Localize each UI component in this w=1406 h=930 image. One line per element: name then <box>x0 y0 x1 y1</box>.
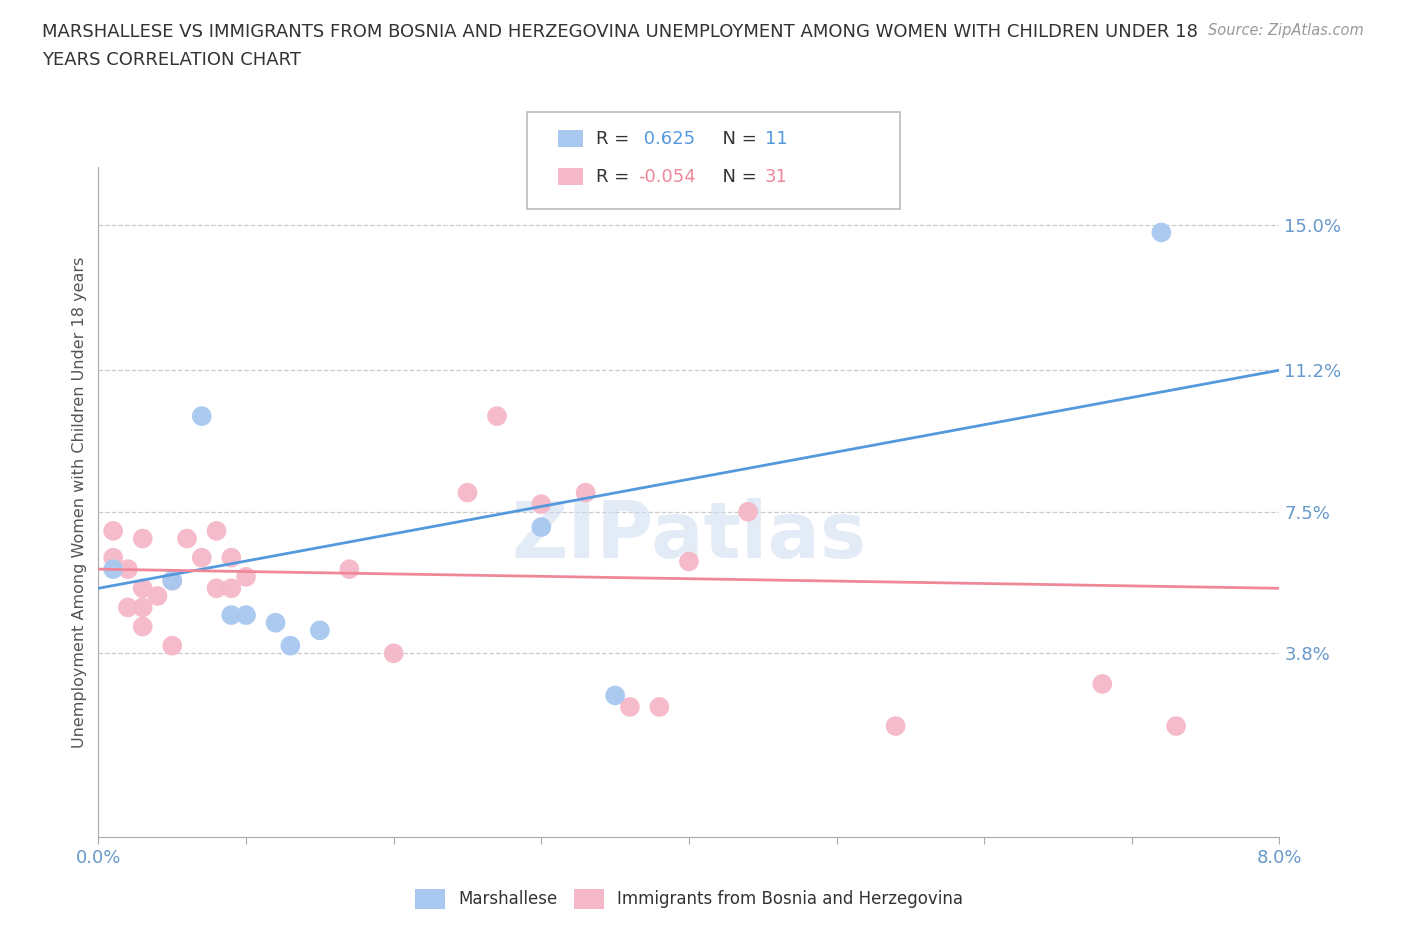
Legend: Marshallese, Immigrants from Bosnia and Herzegovina: Marshallese, Immigrants from Bosnia and … <box>408 882 970 916</box>
Point <box>605 688 627 703</box>
Point <box>737 504 759 519</box>
Text: R =: R = <box>596 167 636 186</box>
Text: 31: 31 <box>765 167 787 186</box>
Text: ZIPatlas: ZIPatlas <box>512 498 866 574</box>
Text: 11: 11 <box>765 129 787 148</box>
Text: N =: N = <box>711 129 763 148</box>
Point <box>619 699 641 714</box>
Point <box>103 562 124 577</box>
Point <box>648 699 671 714</box>
Text: N =: N = <box>711 167 763 186</box>
Point <box>117 562 139 577</box>
Point <box>205 581 228 596</box>
Point <box>530 520 553 535</box>
Text: -0.054: -0.054 <box>638 167 696 186</box>
Point <box>337 562 360 577</box>
Point <box>485 408 508 423</box>
Point <box>191 551 214 565</box>
Point <box>574 485 596 500</box>
Point <box>162 573 183 588</box>
Point <box>264 616 287 631</box>
Y-axis label: Unemployment Among Women with Children Under 18 years: Unemployment Among Women with Children U… <box>72 257 87 748</box>
Text: MARSHALLESE VS IMMIGRANTS FROM BOSNIA AND HERZEGOVINA UNEMPLOYMENT AMONG WOMEN W: MARSHALLESE VS IMMIGRANTS FROM BOSNIA AN… <box>42 23 1198 41</box>
Point <box>132 600 155 615</box>
Point <box>176 531 198 546</box>
Point <box>117 600 139 615</box>
Point <box>219 607 242 622</box>
Point <box>884 719 907 734</box>
Point <box>146 589 169 604</box>
Point <box>278 638 301 653</box>
Point <box>162 573 183 588</box>
Point <box>382 646 405 661</box>
Point <box>308 623 332 638</box>
Point <box>1091 676 1114 691</box>
Point <box>103 524 124 538</box>
Text: 0.625: 0.625 <box>638 129 696 148</box>
Point <box>132 619 155 634</box>
Point <box>219 551 242 565</box>
Point <box>103 551 124 565</box>
Point <box>205 524 228 538</box>
Point <box>235 607 257 622</box>
Point <box>191 408 214 423</box>
Point <box>456 485 478 500</box>
Point <box>678 554 700 569</box>
Point <box>1150 225 1173 240</box>
Point <box>1164 719 1187 734</box>
Point <box>162 638 183 653</box>
Point <box>132 581 155 596</box>
Point <box>530 497 553 512</box>
Point <box>132 531 155 546</box>
Text: Source: ZipAtlas.com: Source: ZipAtlas.com <box>1208 23 1364 38</box>
Text: YEARS CORRELATION CHART: YEARS CORRELATION CHART <box>42 51 301 69</box>
Point <box>235 569 257 584</box>
Point <box>219 581 242 596</box>
Text: R =: R = <box>596 129 636 148</box>
